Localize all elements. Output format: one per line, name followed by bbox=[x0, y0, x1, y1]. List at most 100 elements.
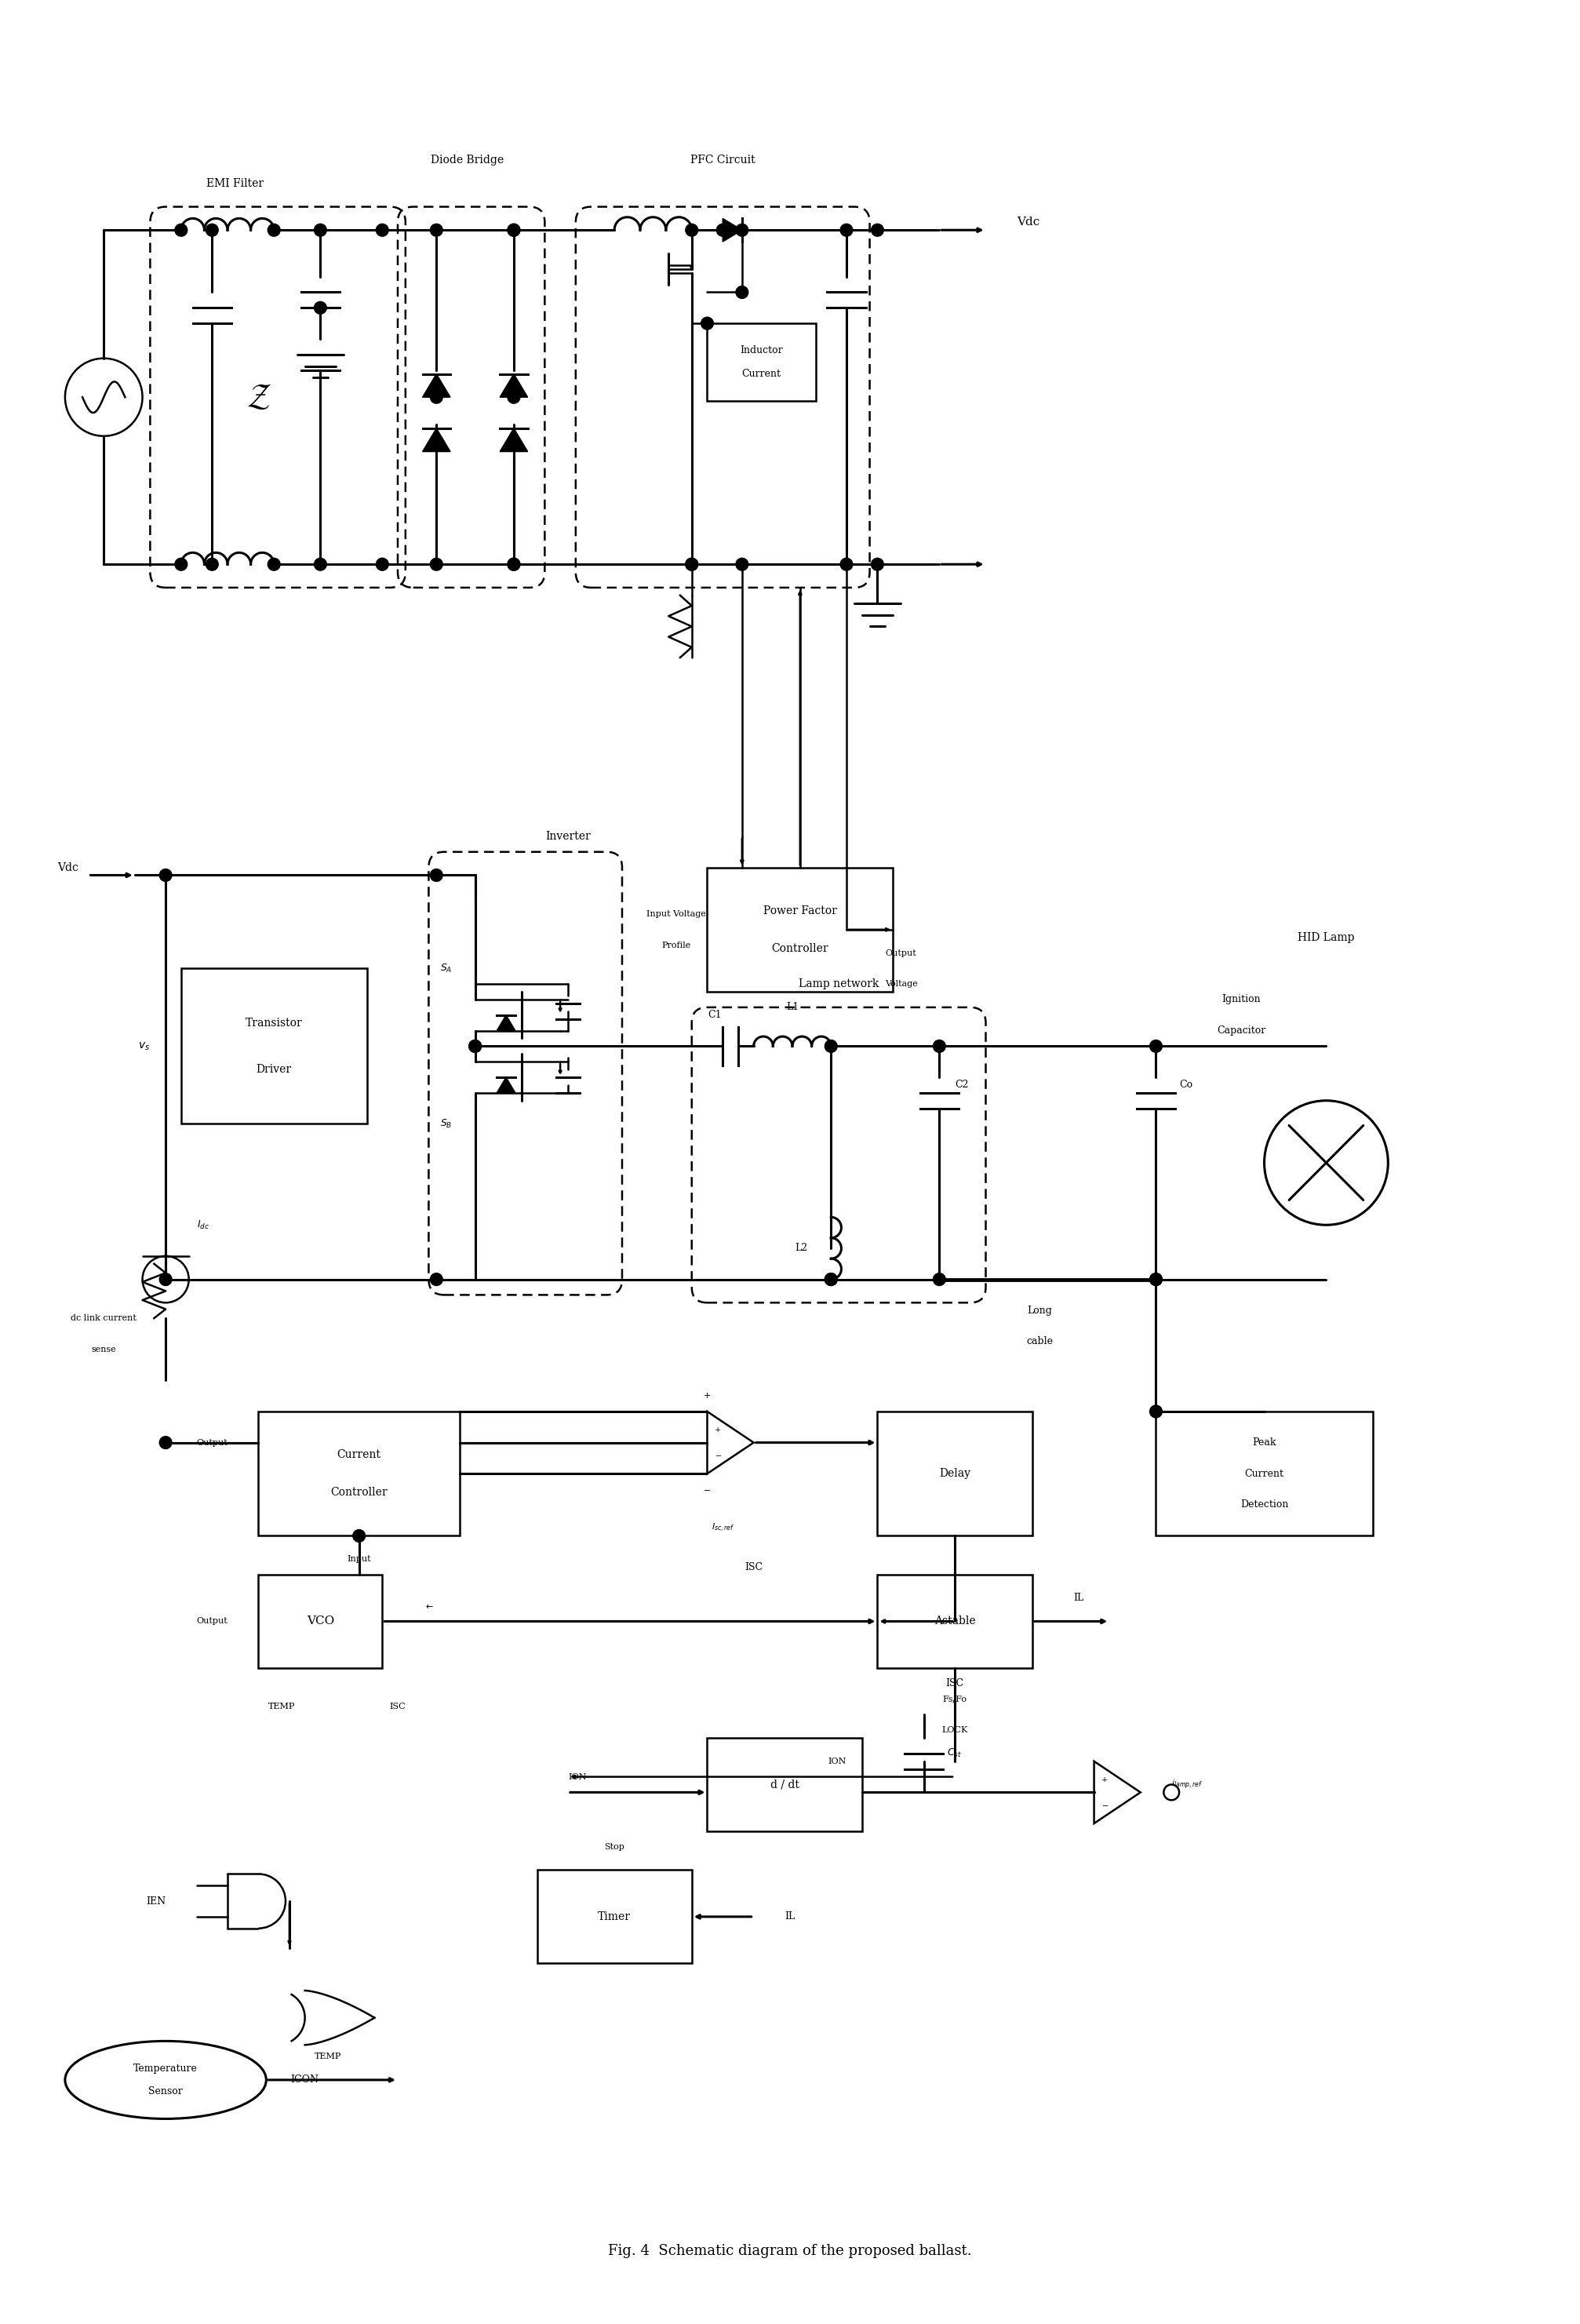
Text: Output: Output bbox=[196, 1439, 228, 1446]
Circle shape bbox=[160, 1436, 172, 1448]
Text: Controller: Controller bbox=[330, 1487, 387, 1499]
Text: Inductor: Inductor bbox=[739, 346, 782, 356]
Bar bbox=[708, 323, 815, 402]
Text: VCO: VCO bbox=[307, 1615, 335, 1627]
Text: $i_{lamp,ref}$: $i_{lamp,ref}$ bbox=[1171, 1778, 1202, 1792]
Text: Stop: Stop bbox=[604, 1843, 624, 1850]
Text: $v_s$: $v_s$ bbox=[139, 1041, 150, 1053]
Text: Power Factor: Power Factor bbox=[763, 906, 837, 916]
Circle shape bbox=[686, 223, 698, 237]
Bar bbox=[182, 969, 367, 1125]
Circle shape bbox=[1150, 1039, 1163, 1053]
Text: $-$: $-$ bbox=[1101, 1801, 1109, 1808]
Circle shape bbox=[934, 1039, 945, 1053]
Circle shape bbox=[1150, 1406, 1163, 1418]
Circle shape bbox=[314, 302, 327, 314]
Text: ISC: ISC bbox=[744, 1562, 763, 1571]
Text: $S_B$: $S_B$ bbox=[439, 1118, 452, 1129]
Text: L1: L1 bbox=[785, 1002, 799, 1013]
Circle shape bbox=[430, 558, 442, 569]
Bar bbox=[708, 1738, 863, 1831]
Text: $I_{dc}$: $I_{dc}$ bbox=[196, 1220, 209, 1232]
Circle shape bbox=[205, 223, 218, 237]
Circle shape bbox=[825, 1274, 837, 1285]
Text: $I_{sc,ref}$: $I_{sc,ref}$ bbox=[711, 1522, 735, 1534]
Circle shape bbox=[267, 223, 280, 237]
Text: Driver: Driver bbox=[256, 1064, 292, 1076]
Bar bbox=[1157, 1411, 1373, 1536]
Text: Peak: Peak bbox=[1253, 1439, 1277, 1448]
Text: Long: Long bbox=[1027, 1306, 1052, 1315]
Circle shape bbox=[507, 223, 520, 237]
Text: Co: Co bbox=[1179, 1081, 1193, 1090]
Text: C1: C1 bbox=[708, 1011, 722, 1020]
Circle shape bbox=[1150, 1274, 1163, 1285]
Text: Output: Output bbox=[885, 948, 916, 957]
Circle shape bbox=[314, 558, 327, 569]
Circle shape bbox=[160, 869, 172, 881]
Text: PFC Circuit: PFC Circuit bbox=[690, 156, 755, 165]
Text: Input: Input bbox=[348, 1555, 371, 1564]
Bar bbox=[259, 1411, 460, 1536]
Text: Capacitor: Capacitor bbox=[1217, 1025, 1266, 1037]
Circle shape bbox=[352, 1529, 365, 1543]
Circle shape bbox=[702, 316, 714, 330]
Text: Astable: Astable bbox=[934, 1615, 975, 1627]
Polygon shape bbox=[499, 428, 528, 451]
Text: Inverter: Inverter bbox=[545, 832, 591, 841]
Text: sense: sense bbox=[92, 1346, 117, 1353]
Text: Detection: Detection bbox=[1240, 1499, 1288, 1511]
Circle shape bbox=[376, 223, 389, 237]
Circle shape bbox=[267, 558, 280, 569]
Text: ION: ION bbox=[828, 1757, 847, 1766]
Circle shape bbox=[871, 558, 883, 569]
Text: C2: C2 bbox=[954, 1081, 969, 1090]
Text: Fig. 4  Schematic diagram of the proposed ballast.: Fig. 4 Schematic diagram of the proposed… bbox=[608, 2245, 972, 2259]
Text: ION: ION bbox=[567, 1773, 586, 1780]
Circle shape bbox=[716, 223, 728, 237]
Circle shape bbox=[841, 558, 853, 569]
Text: +: + bbox=[1101, 1776, 1108, 1783]
Text: IEN: IEN bbox=[145, 1896, 166, 1906]
Bar bbox=[877, 1576, 1032, 1669]
Text: Sensor: Sensor bbox=[149, 2087, 183, 2096]
Text: TEMP: TEMP bbox=[314, 2052, 341, 2061]
Text: d / dt: d / dt bbox=[769, 1780, 799, 1789]
Text: Profile: Profile bbox=[662, 941, 690, 948]
Text: Diode Bridge: Diode Bridge bbox=[431, 156, 504, 165]
Text: ISC: ISC bbox=[946, 1678, 964, 1690]
Text: LOCK: LOCK bbox=[942, 1727, 969, 1734]
Text: Input Voltage: Input Voltage bbox=[646, 911, 706, 918]
Circle shape bbox=[841, 223, 853, 237]
Text: +: + bbox=[714, 1427, 722, 1434]
Circle shape bbox=[736, 223, 749, 237]
Polygon shape bbox=[722, 218, 743, 242]
Text: HID Lamp: HID Lamp bbox=[1297, 932, 1354, 944]
Text: $-$: $-$ bbox=[703, 1485, 711, 1492]
Bar bbox=[537, 1871, 692, 1964]
Text: +: + bbox=[703, 1392, 711, 1399]
Circle shape bbox=[1150, 1274, 1163, 1285]
Text: $\mathcal{Z}$: $\mathcal{Z}$ bbox=[246, 381, 270, 414]
Circle shape bbox=[507, 558, 520, 569]
Text: Timer: Timer bbox=[597, 1910, 630, 1922]
Text: TEMP: TEMP bbox=[269, 1703, 295, 1710]
Text: Vdc: Vdc bbox=[1016, 216, 1040, 228]
Text: Output: Output bbox=[196, 1618, 228, 1624]
Bar bbox=[877, 1411, 1032, 1536]
Text: ICON: ICON bbox=[291, 2075, 319, 2085]
Text: Ignition: Ignition bbox=[1221, 995, 1261, 1004]
Circle shape bbox=[430, 223, 442, 237]
Circle shape bbox=[507, 558, 520, 569]
Text: Current: Current bbox=[741, 370, 781, 379]
Polygon shape bbox=[496, 1016, 515, 1030]
Circle shape bbox=[160, 1274, 172, 1285]
Text: ISC: ISC bbox=[390, 1703, 406, 1710]
Circle shape bbox=[205, 558, 218, 569]
Text: $C_{st}$: $C_{st}$ bbox=[946, 1748, 962, 1759]
Text: Voltage: Voltage bbox=[885, 981, 918, 988]
Text: Lamp network: Lamp network bbox=[798, 978, 878, 990]
Bar bbox=[259, 1576, 382, 1669]
Circle shape bbox=[175, 223, 188, 237]
Text: L2: L2 bbox=[795, 1243, 807, 1253]
